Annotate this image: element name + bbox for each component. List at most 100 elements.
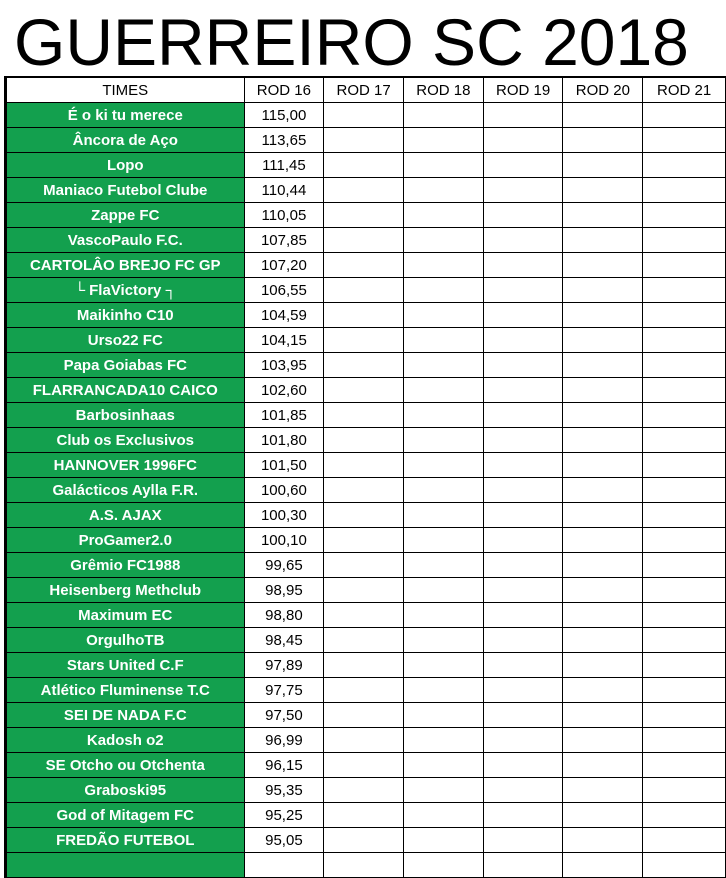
empty-cell[interactable] — [642, 852, 726, 878]
score-cell[interactable] — [642, 752, 726, 778]
score-cell[interactable] — [482, 177, 564, 203]
team-name-cell[interactable]: FREDÃO FUTEBOL — [4, 827, 245, 853]
score-cell[interactable]: 97,50 — [243, 702, 325, 728]
score-cell[interactable]: 99,65 — [243, 552, 325, 578]
score-cell[interactable] — [403, 302, 484, 328]
score-cell[interactable]: 95,35 — [243, 777, 325, 803]
column-header[interactable]: ROD 18 — [403, 76, 484, 103]
team-name-cell[interactable]: Graboski95 — [4, 777, 245, 803]
empty-cell[interactable] — [482, 852, 564, 878]
score-cell[interactable] — [482, 127, 564, 153]
score-cell[interactable] — [323, 177, 404, 203]
score-cell[interactable] — [482, 152, 564, 178]
score-cell[interactable] — [403, 802, 484, 828]
score-cell[interactable] — [403, 827, 484, 853]
score-cell[interactable] — [403, 402, 484, 428]
score-cell[interactable] — [642, 402, 726, 428]
score-cell[interactable] — [642, 677, 726, 703]
score-cell[interactable] — [403, 377, 484, 403]
score-cell[interactable] — [323, 102, 404, 128]
score-cell[interactable] — [642, 802, 726, 828]
score-cell[interactable] — [562, 327, 644, 353]
score-cell[interactable]: 102,60 — [243, 377, 325, 403]
score-cell[interactable] — [562, 627, 644, 653]
team-name-cell[interactable]: Maximum EC — [4, 602, 245, 628]
score-cell[interactable] — [562, 177, 644, 203]
score-cell[interactable] — [323, 827, 404, 853]
team-name-cell[interactable]: Galácticos Aylla F.R. — [4, 477, 245, 503]
team-name-cell[interactable]: SE Otcho ou Otchenta — [4, 752, 245, 778]
score-cell[interactable] — [323, 302, 404, 328]
score-cell[interactable] — [323, 452, 404, 478]
team-name-cell[interactable]: VascoPaulo F.C. — [4, 227, 245, 253]
score-cell[interactable] — [562, 652, 644, 678]
score-cell[interactable] — [403, 352, 484, 378]
score-cell[interactable] — [323, 127, 404, 153]
team-name-cell[interactable]: Kadosh o2 — [4, 727, 245, 753]
score-cell[interactable] — [642, 777, 726, 803]
score-cell[interactable] — [323, 577, 404, 603]
team-name-cell[interactable]: ProGamer2.0 — [4, 527, 245, 553]
score-cell[interactable]: 96,99 — [243, 727, 325, 753]
score-cell[interactable]: 101,80 — [243, 427, 325, 453]
score-cell[interactable]: 95,25 — [243, 802, 325, 828]
score-cell[interactable] — [403, 677, 484, 703]
score-cell[interactable] — [482, 377, 564, 403]
score-cell[interactable] — [482, 527, 564, 553]
score-cell[interactable] — [482, 752, 564, 778]
score-cell[interactable] — [642, 302, 726, 328]
score-cell[interactable] — [562, 752, 644, 778]
score-cell[interactable] — [403, 427, 484, 453]
score-cell[interactable] — [323, 627, 404, 653]
team-name-cell[interactable]: A.S. AJAX — [4, 502, 245, 528]
score-cell[interactable] — [482, 602, 564, 628]
score-cell[interactable] — [323, 202, 404, 228]
score-cell[interactable] — [403, 327, 484, 353]
score-cell[interactable] — [482, 627, 564, 653]
score-cell[interactable] — [482, 427, 564, 453]
score-cell[interactable]: 101,85 — [243, 402, 325, 428]
score-cell[interactable] — [642, 102, 726, 128]
score-cell[interactable] — [482, 577, 564, 603]
team-name-cell[interactable]: Heisenberg Methclub — [4, 577, 245, 603]
score-cell[interactable] — [642, 602, 726, 628]
score-cell[interactable] — [323, 752, 404, 778]
score-cell[interactable] — [323, 802, 404, 828]
score-cell[interactable] — [403, 252, 484, 278]
score-cell[interactable] — [482, 552, 564, 578]
score-cell[interactable] — [642, 377, 726, 403]
score-cell[interactable] — [323, 227, 404, 253]
team-name-cell[interactable]: Zappe FC — [4, 202, 245, 228]
score-cell[interactable] — [403, 752, 484, 778]
score-cell[interactable] — [323, 777, 404, 803]
score-cell[interactable]: 110,44 — [243, 177, 325, 203]
score-cell[interactable] — [562, 552, 644, 578]
score-cell[interactable]: 100,60 — [243, 477, 325, 503]
score-cell[interactable] — [562, 477, 644, 503]
team-name-cell[interactable]: Barbosinhaas — [4, 402, 245, 428]
score-cell[interactable] — [323, 652, 404, 678]
score-cell[interactable]: 98,80 — [243, 602, 325, 628]
score-cell[interactable] — [482, 702, 564, 728]
score-cell[interactable] — [562, 352, 644, 378]
score-cell[interactable] — [562, 827, 644, 853]
score-cell[interactable] — [403, 202, 484, 228]
score-cell[interactable]: 103,95 — [243, 352, 325, 378]
score-cell[interactable] — [482, 402, 564, 428]
score-cell[interactable] — [403, 602, 484, 628]
team-name-cell[interactable]: └ FlaVictory ┐ — [4, 277, 245, 303]
score-cell[interactable] — [642, 227, 726, 253]
team-name-cell[interactable]: Lopo — [4, 152, 245, 178]
score-cell[interactable]: 115,00 — [243, 102, 325, 128]
score-cell[interactable]: 106,55 — [243, 277, 325, 303]
score-cell[interactable] — [642, 427, 726, 453]
score-cell[interactable] — [562, 527, 644, 553]
score-cell[interactable] — [482, 827, 564, 853]
score-cell[interactable]: 111,45 — [243, 152, 325, 178]
team-name-cell[interactable]: SEI DE NADA F.C — [4, 702, 245, 728]
score-cell[interactable] — [323, 352, 404, 378]
score-cell[interactable] — [562, 702, 644, 728]
score-cell[interactable] — [323, 277, 404, 303]
score-cell[interactable]: 98,45 — [243, 627, 325, 653]
score-cell[interactable] — [403, 552, 484, 578]
